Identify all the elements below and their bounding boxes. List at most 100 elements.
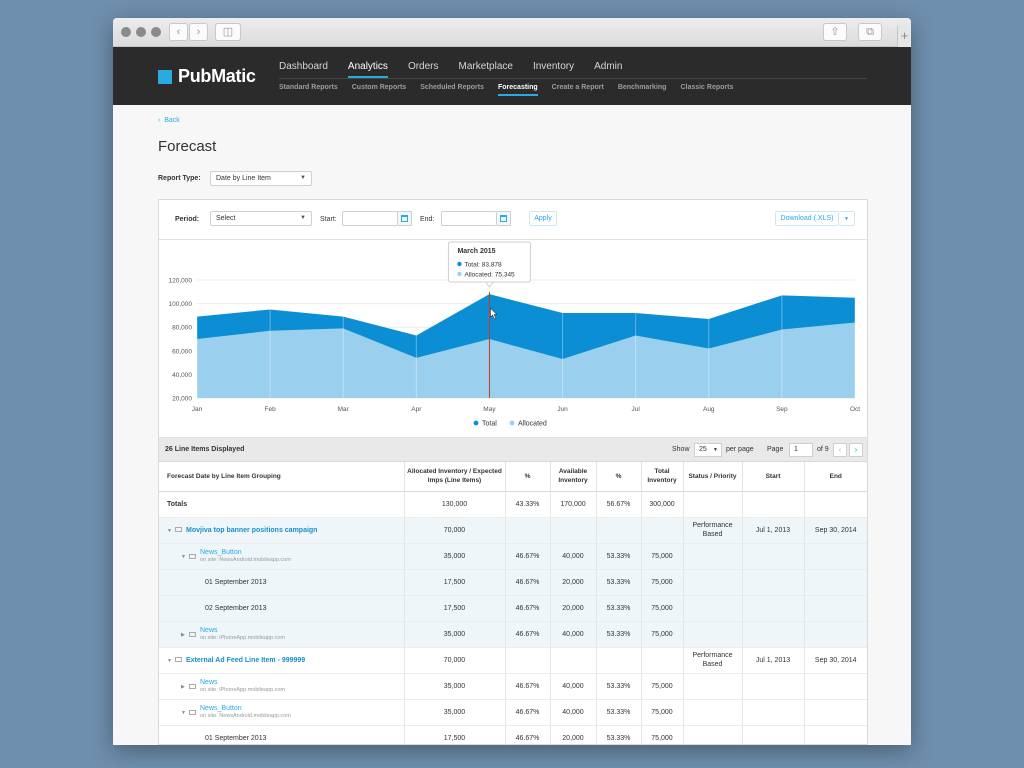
total-cell: 75,000 bbox=[641, 621, 684, 648]
column-header[interactable]: Status / Priority bbox=[683, 462, 743, 492]
allocated-cell: 70,000 bbox=[404, 517, 506, 544]
column-header[interactable]: End bbox=[804, 462, 867, 492]
allocated-cell: 17,500 bbox=[404, 595, 506, 622]
expand-toggle-icon[interactable]: ▶ bbox=[181, 683, 185, 690]
empty-cell bbox=[683, 569, 743, 596]
nav-item-admin[interactable]: Admin bbox=[594, 61, 623, 72]
placement-name[interactable]: News_Button bbox=[200, 549, 242, 556]
empty-cell bbox=[804, 543, 867, 570]
allocated-cell: 130,000 bbox=[404, 491, 506, 518]
start-date-input[interactable] bbox=[342, 211, 398, 226]
nav-item-marketplace[interactable]: Marketplace bbox=[458, 61, 513, 72]
back-link[interactable]: ‹ Back bbox=[158, 117, 180, 124]
percent-cell: 56.67% bbox=[596, 491, 642, 518]
column-header[interactable]: Allocated Inventory / Expected Imps (Lin… bbox=[404, 462, 506, 492]
close-window-dot[interactable] bbox=[121, 27, 131, 37]
subnav-item-custom-reports[interactable]: Custom Reports bbox=[351, 84, 407, 91]
next-page-button[interactable]: › bbox=[849, 443, 863, 457]
placement-name[interactable]: News bbox=[200, 679, 218, 686]
prev-page-button[interactable]: ‹ bbox=[833, 443, 847, 457]
subnav-item-benchmarking[interactable]: Benchmarking bbox=[617, 84, 667, 91]
line-item-name[interactable]: External Ad Feed Line Item - 999999 bbox=[186, 656, 306, 664]
collapse-toggle-icon[interactable]: ▼ bbox=[181, 553, 186, 560]
totals-label: Totals bbox=[159, 491, 405, 518]
line-item-name[interactable]: Movjiva top banner positions campaign bbox=[186, 526, 318, 534]
forecast-chart: 120,000 100,000 80,000 60,000 40,000 20,000 Ja… bbox=[159, 240, 867, 438]
end-date-cell: Sep 30, 2014 bbox=[804, 647, 867, 674]
collapse-toggle-icon[interactable]: ▼ bbox=[181, 709, 186, 716]
total-cell: 75,000 bbox=[641, 595, 684, 622]
expand-toggle-icon[interactable]: ▶ bbox=[181, 631, 185, 638]
row-name-cell: ▶ News on site: iPhoneApp.mobileapp.com bbox=[159, 673, 405, 700]
main-navigation: Dashboard Analytics Orders Marketplace Inven… bbox=[279, 61, 642, 78]
table-row[interactable]: 02 September 2013 17,500 46.67% 20,000 53.33… bbox=[159, 595, 867, 622]
forecast-area-chart: 120,000 100,000 80,000 60,000 40,000 20,000Ja… bbox=[169, 241, 860, 428]
table-row[interactable]: ▼ News_Button on site: NewsAndroid.mobilea… bbox=[159, 543, 867, 570]
column-header[interactable]: Forecast Date by Line Item Grouping bbox=[159, 462, 405, 492]
total-cell bbox=[641, 647, 684, 674]
start-calendar-button[interactable] bbox=[398, 211, 412, 226]
subnav-item-create-a-report[interactable]: Create a Report bbox=[551, 84, 604, 91]
total-cell: 75,000 bbox=[641, 725, 684, 745]
column-header[interactable]: % bbox=[596, 462, 642, 492]
allocated-cell: 35,000 bbox=[404, 699, 506, 726]
empty-cell bbox=[683, 543, 743, 570]
report-type-select[interactable]: Date by Line Item ▼ bbox=[210, 171, 312, 186]
nav-item-orders[interactable]: Orders bbox=[407, 61, 439, 72]
site-name: on site: NewsAndroid.mobileapp.com bbox=[200, 713, 291, 719]
start-label: Start: bbox=[320, 216, 337, 223]
table-row[interactable]: ▼ Movjiva top banner positions campaign 70… bbox=[159, 517, 867, 544]
nav-item-dashboard[interactable]: Dashboard bbox=[279, 61, 328, 72]
download-xls-button[interactable]: Download (.XLS) bbox=[775, 211, 839, 226]
expand-toggle-icon[interactable]: ▼ bbox=[167, 657, 172, 664]
row-name-cell: ▼ External Ad Feed Line Item - 999999 bbox=[159, 647, 405, 674]
zoom-window-dot[interactable] bbox=[151, 27, 161, 37]
table-row[interactable]: ▶ News on site: iPhoneApp.mobileapp.com 35,… bbox=[159, 673, 867, 700]
tabs-overview-icon[interactable]: ⧉ bbox=[858, 23, 882, 41]
table-toolbar: 26 Line Items Displayed Show 25 ▼ per pa… bbox=[159, 438, 867, 462]
table-row[interactable]: 01 September 2013 17,500 46.67% 20,000 53.33… bbox=[159, 725, 867, 745]
percent-cell: 46.67% bbox=[505, 621, 551, 648]
column-header[interactable]: % bbox=[505, 462, 551, 492]
table-row[interactable]: ▶ News on site: iPhoneApp.mobileapp.com 35,… bbox=[159, 621, 867, 648]
empty-cell bbox=[742, 491, 805, 518]
new-tab-plus-icon[interactable]: + bbox=[897, 26, 911, 47]
back-label: Back bbox=[164, 117, 180, 124]
page-number-input[interactable]: 1 bbox=[789, 443, 813, 457]
subnav-item-classic-reports[interactable]: Classic Reports bbox=[680, 84, 734, 91]
empty-cell bbox=[683, 699, 743, 726]
end-calendar-button[interactable] bbox=[497, 211, 511, 226]
placement-name[interactable]: News bbox=[200, 627, 218, 634]
minimize-window-dot[interactable] bbox=[136, 27, 146, 37]
expand-toggle-icon[interactable]: ▼ bbox=[167, 527, 172, 534]
table-row[interactable]: ▼ News_Button on site: NewsAndroid.mobilea… bbox=[159, 699, 867, 726]
subnav-item-forecasting[interactable]: Forecasting bbox=[497, 84, 538, 96]
logo[interactable]: PubMatic bbox=[158, 66, 256, 87]
period-select[interactable]: Select ▼ bbox=[210, 211, 312, 226]
apply-button[interactable]: Apply bbox=[529, 211, 557, 226]
per-page-select[interactable]: 25 ▼ bbox=[694, 443, 722, 457]
subnav-item-standard-reports[interactable]: Standard Reports bbox=[279, 84, 338, 91]
placement-name[interactable]: News_Button bbox=[200, 705, 242, 712]
table-row[interactable]: ▼ External Ad Feed Line Item - 999999 70,0… bbox=[159, 647, 867, 674]
nav-item-analytics[interactable]: Analytics bbox=[347, 61, 388, 78]
allocated-cell: 17,500 bbox=[404, 725, 506, 745]
y-tick-label: 40,000 bbox=[172, 372, 192, 379]
back-arrow-icon[interactable]: ‹ bbox=[169, 23, 188, 41]
column-header[interactable]: Available Inventory bbox=[550, 462, 597, 492]
download-options-dropdown[interactable]: ▼ bbox=[839, 211, 855, 226]
nav-item-inventory[interactable]: Inventory bbox=[532, 61, 575, 72]
subnav-item-scheduled-reports[interactable]: Scheduled Reports bbox=[420, 84, 484, 91]
percent-cell: 53.33% bbox=[596, 543, 642, 570]
per-page-value: 25 bbox=[699, 446, 707, 453]
empty-cell bbox=[683, 725, 743, 745]
sidebar-toggle-icon[interactable]: ◫ bbox=[215, 23, 241, 41]
column-header[interactable]: Start bbox=[742, 462, 805, 492]
available-cell: 40,000 bbox=[550, 621, 597, 648]
end-date-input[interactable] bbox=[441, 211, 497, 226]
row-name-cell: 02 September 2013 bbox=[159, 595, 405, 622]
share-icon[interactable]: ⇧ bbox=[823, 23, 847, 41]
column-header[interactable]: Total Inventory bbox=[641, 462, 684, 492]
forward-arrow-icon[interactable]: › bbox=[189, 23, 208, 41]
table-row[interactable]: 01 September 2013 17,500 46.67% 20,000 53.33… bbox=[159, 569, 867, 596]
